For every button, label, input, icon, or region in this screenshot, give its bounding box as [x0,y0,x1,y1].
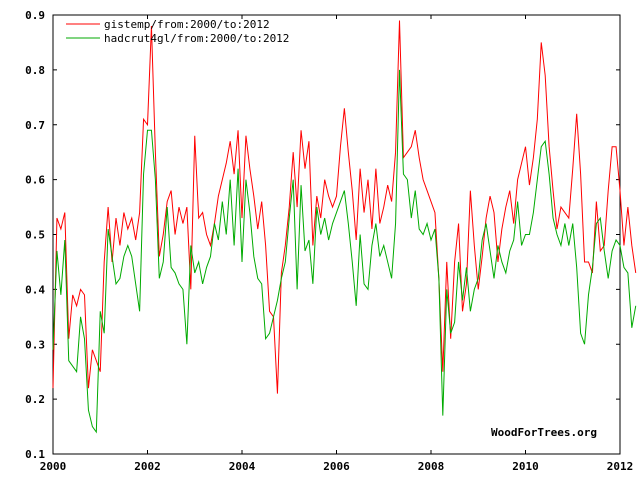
legend-label: hadcrut4gl/from:2000/to:2012 [104,32,289,45]
x-tick-label: 2010 [512,460,539,473]
y-tick-label: 0.2 [25,393,45,406]
plot-area [52,14,621,455]
x-tick-label: 2008 [418,460,445,473]
x-tick-label: 2000 [40,460,67,473]
legend-label: gistemp/from:2000/to:2012 [104,18,270,31]
y-tick-label: 0.1 [25,448,45,461]
series-line-1 [52,20,637,394]
x-tick-label: 2012 [607,460,634,473]
y-tick-label: 0.8 [25,64,45,77]
y-tick-label: 0.3 [25,338,45,351]
series-line-2 [52,69,637,434]
y-tick-label: 0.6 [25,174,45,187]
legend: gistemp/from:2000/to:2012hadcrut4gl/from… [66,18,289,45]
y-tick-label: 0.4 [25,283,45,296]
x-tick-label: 2006 [323,460,350,473]
y-tick-label: 0.9 [25,9,45,22]
x-tick-label: 2002 [134,460,161,473]
y-tick-label: 0.7 [25,119,45,132]
series-layer [52,20,637,434]
y-tick-label: 0.5 [25,229,45,242]
watermark-text: WoodForTrees.org [491,426,597,439]
ticks-layer: 0.1 0.2 0.3 0.4 0.5 0.6 0.7 0.8 0.9 2000 2002 2004 2… [25,9,633,473]
x-tick-label: 2004 [229,460,256,473]
